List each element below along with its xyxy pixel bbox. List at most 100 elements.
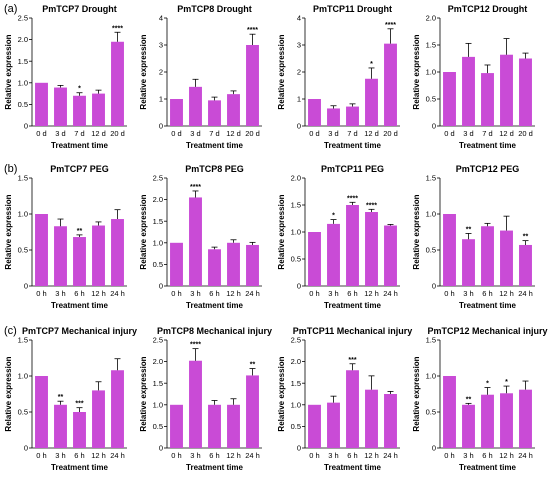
y-tick-label: 0 [159, 282, 163, 291]
bar [519, 389, 532, 448]
bar [170, 99, 183, 126]
y-tick-label: 1.0 [153, 400, 163, 409]
y-tick-label: 3 [159, 41, 163, 50]
significance-mark: **** [190, 342, 201, 349]
x-tick-label: 0 h [171, 289, 181, 298]
bar [346, 370, 359, 448]
y-tick-label: 2.5 [291, 336, 301, 345]
y-tick-label: 0 [297, 444, 301, 453]
bar [327, 108, 340, 126]
x-tick-label: 0 h [36, 451, 46, 460]
x-axis-label: Treatment time [324, 141, 381, 150]
x-tick-label: 12 h [364, 289, 379, 298]
y-tick-label: 0 [159, 444, 163, 453]
chart-title: PmTCP12 PEG [456, 164, 520, 174]
significance-mark: **** [190, 184, 201, 191]
x-tick-label: 3 h [463, 289, 473, 298]
x-tick-label: 24 h [383, 289, 398, 298]
x-tick-label: 20 d [110, 129, 125, 138]
x-axis-label: Treatment time [186, 463, 243, 472]
y-tick-label: 1.5 [291, 201, 301, 210]
y-tick-label: 0 [297, 282, 301, 291]
y-tick-label: 3 [297, 41, 301, 50]
y-tick-label: 0 [24, 282, 28, 291]
x-axis-label: Treatment time [459, 463, 516, 472]
bar [35, 82, 48, 126]
panel-label: (a) [4, 3, 17, 15]
bar [384, 394, 397, 448]
x-tick-label: 0 d [171, 129, 181, 138]
x-tick-label: 0 h [36, 289, 46, 298]
bar [462, 56, 475, 126]
bar [346, 106, 359, 126]
y-tick-label: 2 [159, 68, 163, 77]
y-tick-label: 1.5 [426, 174, 436, 183]
x-tick-label: 24 h [518, 451, 533, 460]
x-tick-label: 12 h [226, 289, 241, 298]
bar [500, 54, 513, 126]
y-tick-label: 1.5 [291, 379, 301, 388]
y-axis-label: Relative expression [139, 34, 148, 109]
y-tick-label: 1.5 [153, 379, 163, 388]
y-axis-label: Relative expression [412, 356, 421, 431]
y-tick-label: 4 [297, 14, 301, 23]
x-tick-label: 3 h [463, 451, 473, 460]
chart-title: PmTCP7 Drought [42, 4, 117, 14]
bar [170, 404, 183, 448]
bar [481, 73, 494, 126]
chart-title: PmTCP12 Drought [448, 4, 528, 14]
bar [208, 249, 221, 286]
y-tick-label: 0 [432, 122, 436, 131]
x-tick-label: 0 h [444, 451, 454, 460]
bar [365, 78, 378, 126]
chart-title: PmTCP8 PEG [185, 164, 244, 174]
bar [246, 375, 259, 448]
x-axis-label: Treatment time [51, 463, 108, 472]
panel-label: (c) [4, 325, 17, 337]
bar [208, 404, 221, 448]
bar [73, 412, 86, 448]
x-tick-label: 24 h [518, 289, 533, 298]
chart-title: PmTCP12 Mechanical injury [427, 326, 547, 336]
y-axis-label: Relative expression [412, 34, 421, 109]
bar [189, 197, 202, 286]
x-tick-label: 20 d [518, 129, 533, 138]
bar [227, 94, 240, 126]
x-tick-label: 24 h [110, 289, 125, 298]
y-tick-label: 1.0 [426, 372, 436, 381]
x-axis-label: Treatment time [324, 463, 381, 472]
significance-mark: **** [366, 202, 377, 209]
x-tick-label: 12 d [499, 129, 514, 138]
significance-mark: * [78, 86, 81, 93]
y-axis-label: Relative expression [139, 356, 148, 431]
bar [462, 404, 475, 448]
y-tick-label: 1.5 [153, 217, 163, 226]
x-tick-label: 0 d [36, 129, 46, 138]
y-tick-label: 0 [24, 122, 28, 131]
x-tick-label: 12 h [226, 451, 241, 460]
bar [384, 43, 397, 126]
significance-mark: **** [385, 22, 396, 29]
x-tick-label: 3 h [328, 289, 338, 298]
bar [443, 72, 456, 126]
y-tick-label: 2 [297, 68, 301, 77]
y-tick-label: 0 [159, 122, 163, 131]
y-tick-label: 1.5 [18, 174, 28, 183]
bar [92, 93, 105, 126]
bar [111, 41, 124, 127]
x-tick-label: 12 h [499, 289, 514, 298]
y-tick-label: 0.5 [18, 100, 28, 109]
significance-mark: *** [348, 357, 356, 364]
panel-label: (b) [4, 163, 17, 175]
bar [308, 232, 321, 286]
y-tick-label: 2.0 [18, 35, 28, 44]
significance-mark: ** [77, 228, 83, 235]
y-tick-label: 1.0 [291, 400, 301, 409]
significance-mark: **** [112, 25, 123, 32]
x-axis-label: Treatment time [459, 141, 516, 150]
x-tick-label: 3 d [328, 129, 338, 138]
y-tick-label: 1.0 [291, 228, 301, 237]
x-tick-label: 3 d [190, 129, 200, 138]
bar [327, 402, 340, 448]
significance-mark: **** [347, 195, 358, 202]
